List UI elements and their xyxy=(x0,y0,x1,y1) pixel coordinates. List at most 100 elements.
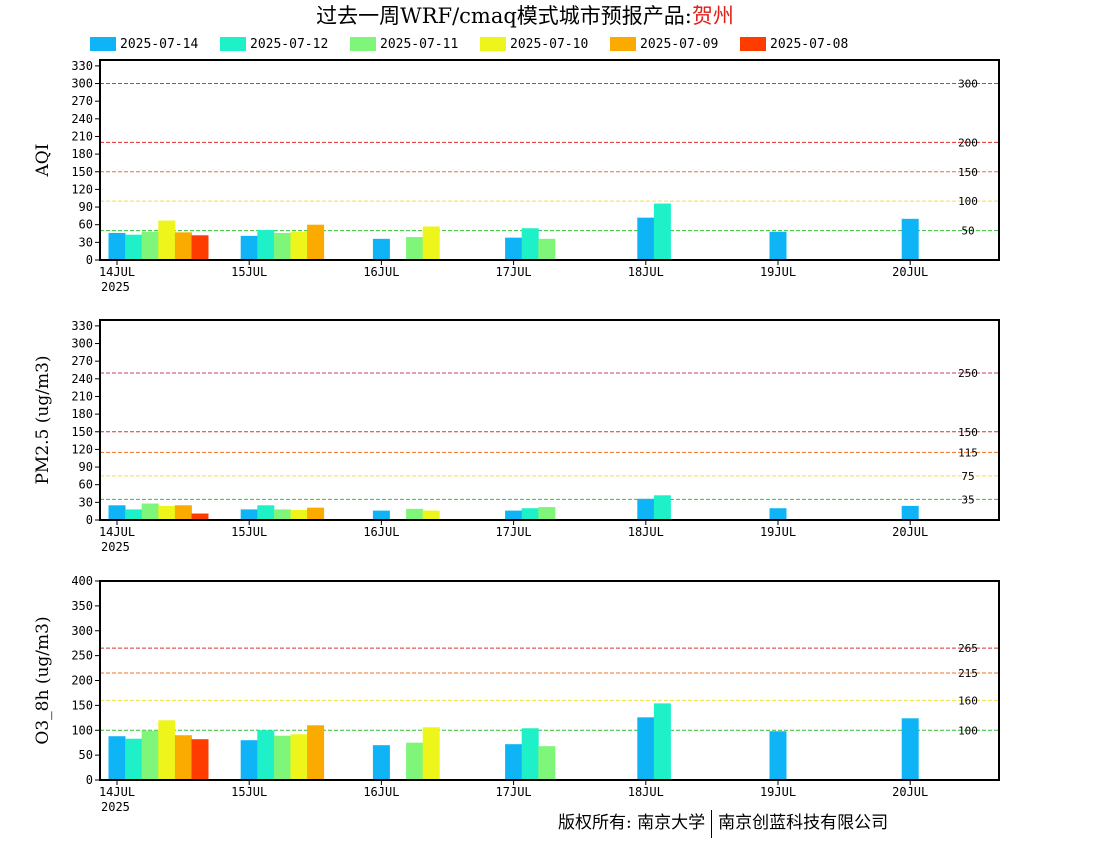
bar xyxy=(538,238,556,260)
plot-frame xyxy=(99,319,1000,521)
x-tick-label: 16JUL xyxy=(363,265,399,279)
bar xyxy=(422,510,440,520)
legend-item: 2025-07-08 xyxy=(740,35,848,53)
bar xyxy=(521,728,539,780)
y-tick-label: 270 xyxy=(71,94,93,108)
bar xyxy=(637,498,655,520)
bar xyxy=(901,718,919,780)
threshold-label: 50 xyxy=(961,225,974,238)
bar xyxy=(505,510,523,520)
bar xyxy=(372,238,390,260)
y-tick-label: 50 xyxy=(79,748,93,762)
y-tick-label: 0 xyxy=(86,513,93,527)
bar xyxy=(191,739,209,780)
bar xyxy=(769,731,787,780)
y-tick-label: 240 xyxy=(71,112,93,126)
x-tick-label: 15JUL xyxy=(231,265,267,279)
x-tick-label: 16JUL xyxy=(363,785,399,799)
x-tick-label: 20JUL xyxy=(892,525,928,539)
x-tick-label: 14JUL xyxy=(99,525,135,539)
x-tick-label: 19JUL xyxy=(760,265,796,279)
x-tick-label: 14JUL xyxy=(99,265,135,279)
bar xyxy=(108,232,126,260)
y-tick-label: 400 xyxy=(71,574,93,588)
y-tick-label: 330 xyxy=(71,319,93,333)
x-tick-label: 15JUL xyxy=(231,525,267,539)
bar xyxy=(505,744,523,780)
bar xyxy=(273,509,291,520)
bar xyxy=(290,231,308,260)
bar xyxy=(257,230,275,260)
y-tick-label: 200 xyxy=(71,674,93,688)
bar xyxy=(191,513,209,520)
y-tick-label: 150 xyxy=(71,165,93,179)
y-tick-label: 150 xyxy=(71,698,93,712)
bar xyxy=(372,510,390,520)
y-tick-label: 90 xyxy=(79,200,93,214)
bar xyxy=(406,237,424,260)
y-tick-label: 30 xyxy=(79,495,93,509)
x-tick-label: 15JUL xyxy=(231,785,267,799)
bar xyxy=(307,224,325,260)
bar xyxy=(521,228,539,260)
y-tick-label: 210 xyxy=(71,389,93,403)
bar xyxy=(191,235,209,260)
threshold-label: 115 xyxy=(958,446,978,459)
legend-item: 2025-07-09 xyxy=(610,35,718,53)
y-axis-label: PM2.5 (ug/m3) xyxy=(33,355,53,484)
bar xyxy=(174,735,192,780)
bar xyxy=(653,203,671,260)
y-axis-label: AQI xyxy=(33,144,53,178)
threshold-label: 100 xyxy=(958,195,978,208)
threshold-label: 35 xyxy=(961,493,974,506)
title-location: 贺州 xyxy=(691,4,734,28)
bar xyxy=(406,508,424,520)
y-tick-label: 300 xyxy=(71,77,93,91)
y-axis-label: O3_8h (ug/m3) xyxy=(33,616,53,744)
threshold-label: 215 xyxy=(958,667,978,680)
legend-label: 2025-07-11 xyxy=(380,36,459,52)
legend-label: 2025-07-10 xyxy=(510,36,589,52)
bar xyxy=(307,725,325,780)
chart-panel-3: 265 215 160 100 0 50 100 150 200 250 300 350 400 14JU… xyxy=(33,574,1000,814)
y-tick-label: 100 xyxy=(71,723,93,737)
legend-item: 2025-07-11 xyxy=(350,35,458,53)
y-tick-label: 330 xyxy=(71,59,93,73)
bar xyxy=(125,738,143,780)
bar xyxy=(637,717,655,780)
y-tick-label: 300 xyxy=(71,624,93,638)
bar xyxy=(240,740,258,780)
x-tick-label: 19JUL xyxy=(760,785,796,799)
y-tick-label: 250 xyxy=(71,649,93,663)
bar xyxy=(505,237,523,260)
bar xyxy=(174,505,192,520)
legend-label: 2025-07-14 xyxy=(120,36,199,52)
y-tick-label: 90 xyxy=(79,460,93,474)
x-tick-label: 18JUL xyxy=(628,265,664,279)
bar xyxy=(257,730,275,780)
chart-panel-2: 250 150 115 75 35 0 30 60 90 120 150 180 210 240 270 30… xyxy=(33,319,1000,554)
bar xyxy=(174,232,192,260)
legend-label: 2025-07-09 xyxy=(640,36,719,52)
y-tick-label: 30 xyxy=(79,235,93,249)
y-tick-label: 60 xyxy=(79,478,93,492)
bar xyxy=(141,231,159,260)
legend-label: 2025-07-12 xyxy=(250,36,329,52)
legend-swatch xyxy=(610,37,636,51)
threshold-label: 100 xyxy=(958,724,978,737)
y-tick-label: 0 xyxy=(86,253,93,267)
y-tick-label: 210 xyxy=(71,129,93,143)
y-tick-label: 120 xyxy=(71,442,93,456)
threshold-label: 265 xyxy=(958,642,978,655)
y-tick-label: 150 xyxy=(71,425,93,439)
bar xyxy=(422,727,440,780)
legend-swatch xyxy=(740,37,766,51)
bar xyxy=(372,745,390,780)
bar xyxy=(257,505,275,520)
bar xyxy=(273,735,291,780)
x-tick-label: 17JUL xyxy=(496,525,532,539)
legend-swatch xyxy=(480,37,506,51)
threshold-label: 150 xyxy=(958,426,978,439)
bar xyxy=(653,495,671,520)
legend-label: 2025-07-08 xyxy=(770,36,849,52)
